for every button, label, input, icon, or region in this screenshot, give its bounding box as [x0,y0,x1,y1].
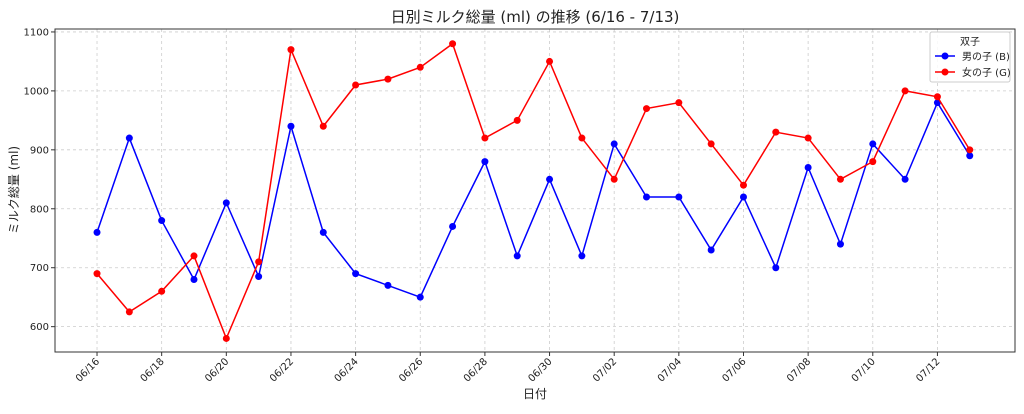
data-point [643,105,651,113]
x-tick-label: 06/24 [333,356,361,384]
data-point [675,99,683,107]
data-point [416,293,424,301]
legend-label-boy: 男の子 (B) [962,51,1010,63]
data-point [190,252,198,260]
data-point [804,164,812,172]
data-point [772,264,780,272]
data-point [384,281,392,289]
y-tick-label: 1100 [24,27,49,38]
data-point [93,270,101,278]
data-point [222,334,230,342]
data-point [158,287,166,295]
data-point [416,63,424,71]
y-tick-label: 800 [30,204,49,215]
data-point [255,273,263,281]
data-point [610,175,618,183]
x-tick-label: 06/16 [74,356,102,384]
data-point [966,152,974,160]
data-point [772,128,780,136]
x-tick-label: 07/08 [785,356,813,384]
data-point [190,276,198,284]
chart-title: 日別ミルク総量 (ml) の推移 (6/16 - 7/13) [391,8,680,26]
x-tick-label: 06/18 [139,356,167,384]
data-point [222,199,230,207]
legend: 双子 男の子 (B) 女の子 (G) [929,31,1011,83]
data-point [643,193,651,201]
data-point [481,134,489,142]
legend-label-girl: 女の子 (G) [962,66,1011,79]
y-tick-label: 900 [30,145,49,156]
x-tick-label: 07/06 [720,356,748,384]
data-point [739,181,747,189]
data-point [675,193,683,201]
legend-marker-boy [941,52,949,60]
data-point [836,240,844,248]
data-point [352,81,360,89]
data-point [255,258,263,266]
x-tick-label: 07/10 [850,356,878,384]
data-point [966,146,974,154]
data-point [319,228,327,236]
data-point [93,228,101,236]
data-point [513,252,521,260]
data-point [125,308,133,316]
legend-marker-girl [941,68,949,76]
x-tick-label: 06/20 [203,356,231,384]
series-line-0 [96,101,971,299]
data-point [901,87,909,95]
x-tick-label: 06/28 [462,356,490,384]
data-point [578,134,586,142]
data-point [804,134,812,142]
data-point [707,140,715,148]
y-tick-label: 1000 [24,86,49,97]
data-point [901,175,909,183]
data-point [578,252,586,260]
data-point [319,122,327,130]
data-point [481,158,489,166]
data-point [546,57,554,65]
data-point [449,40,457,48]
x-tick-label: 06/26 [397,356,425,384]
data-point [933,93,941,101]
data-point [352,270,360,278]
x-axis-label: 日付 [523,387,547,401]
data-point [836,175,844,183]
x-tick-label: 06/22 [268,356,296,384]
data-point [158,217,166,225]
data-point [610,140,618,148]
data-point [449,222,457,230]
data-point [546,175,554,183]
x-tick-label: 06/30 [527,356,555,384]
y-axis-label: ミルク総量 (ml) [7,146,21,234]
data-point [739,193,747,201]
y-tick-label: 700 [30,263,49,274]
data-point [125,134,133,142]
x-tick-label: 07/02 [591,356,619,384]
x-tick-label: 07/12 [914,356,942,384]
data-point [287,122,295,130]
x-tick-label: 07/04 [656,356,684,384]
data-point [707,246,715,254]
data-point [384,75,392,83]
legend-title: 双子 [960,36,980,48]
plot-frame [54,28,1016,353]
data-point [869,140,877,148]
series-line-1 [96,42,971,341]
data-point [287,46,295,54]
y-tick-label: 600 [30,322,49,333]
data-point [513,116,521,124]
data-point [869,158,877,166]
